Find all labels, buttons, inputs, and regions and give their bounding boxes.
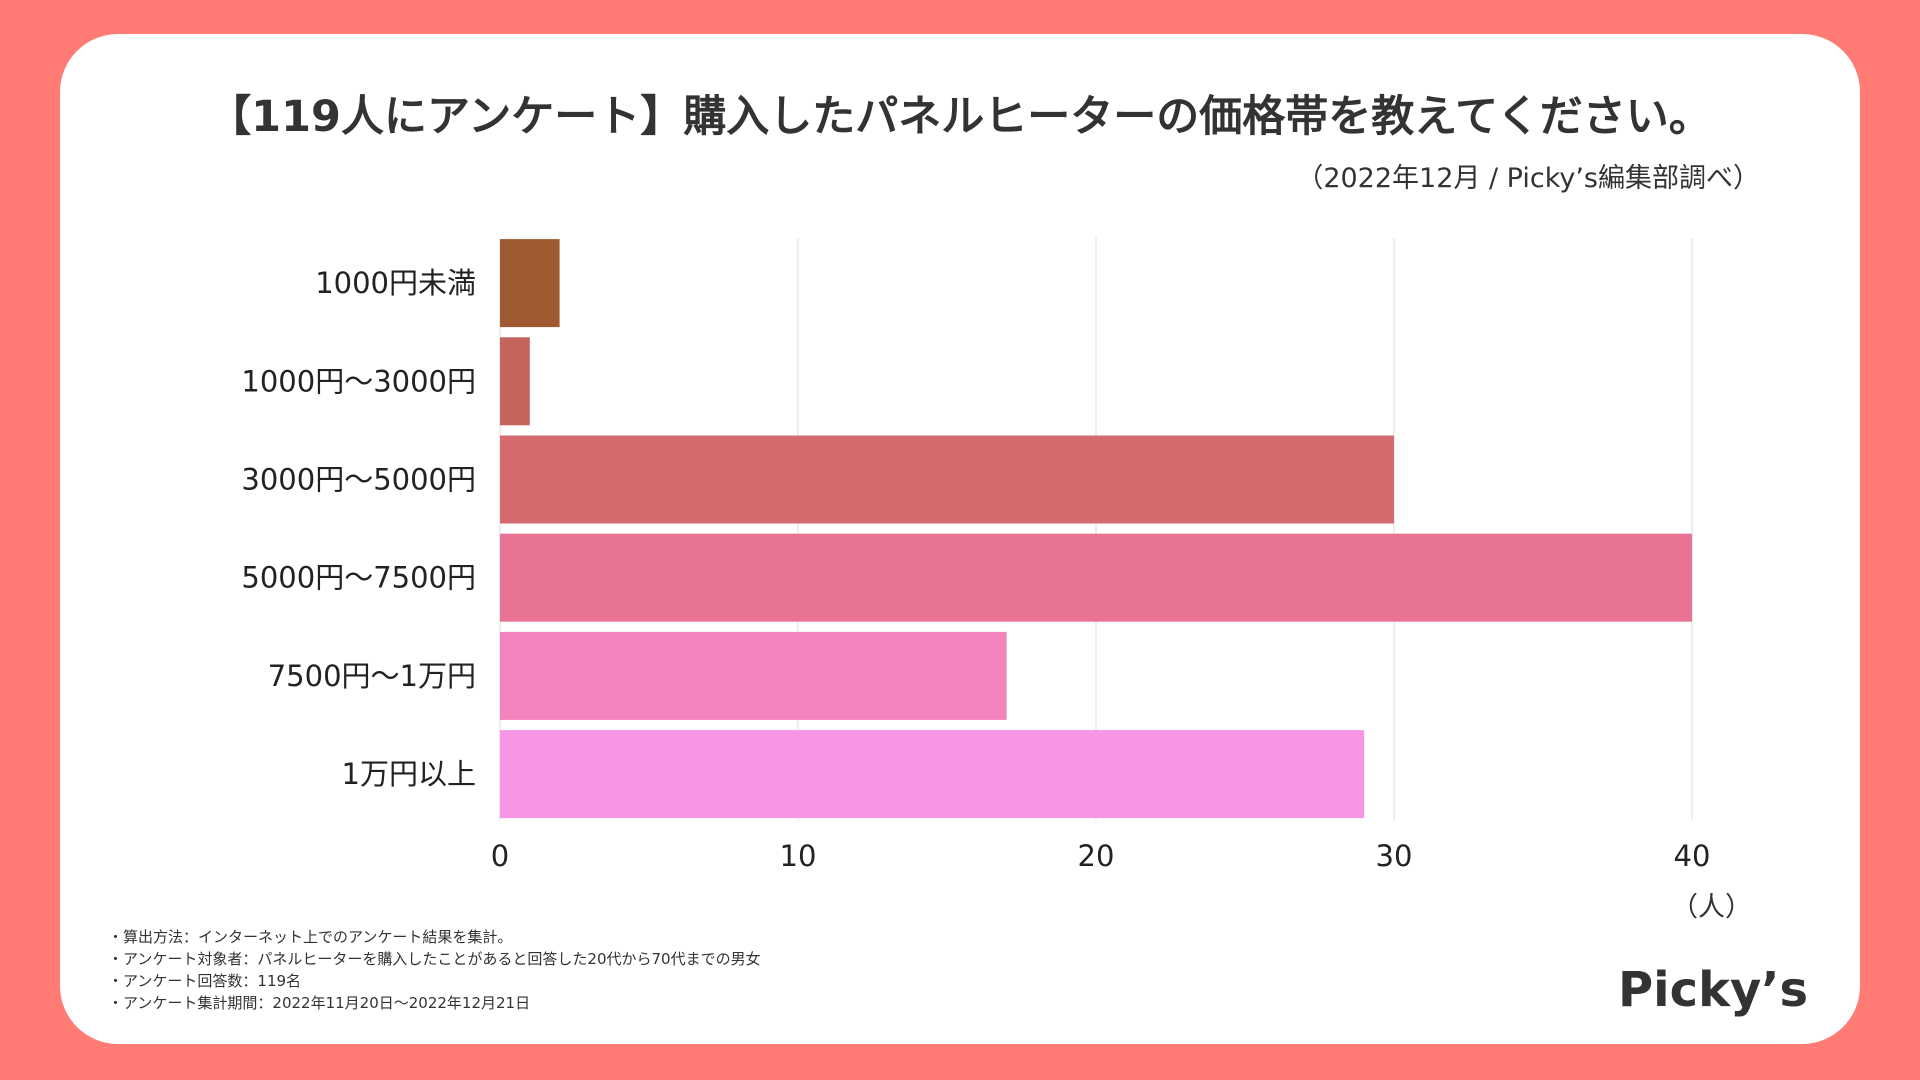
note-method: ・算出方法：インターネット上でのアンケート結果を集計。 (108, 928, 513, 946)
chart-subtitle: （2022年12月 / Picky’s編集部調べ） (1296, 163, 1760, 194)
bar-6 (500, 730, 1365, 819)
bar-4 (500, 533, 1692, 622)
category-labels: 1000円未満 1000円〜3000円 3000円〜5000円 5000円〜7500円… (241, 266, 476, 791)
bar-1 (500, 239, 560, 328)
bars (500, 239, 1692, 819)
note-count: ・アンケート回答数：119名 (108, 972, 302, 990)
category-label: 7500円〜1万円 (268, 659, 476, 693)
bar-3 (500, 435, 1394, 524)
survey-notes: ・算出方法：インターネット上でのアンケート結果を集計。 ・アンケート対象者：パネ… (108, 926, 761, 1014)
note-period: ・アンケート集計期間：2022年11月20日〜2022年12月21日 (108, 994, 531, 1012)
x-tick-label: 0 (491, 839, 509, 873)
x-tick-label: 40 (1674, 839, 1711, 873)
grid-lines (499, 238, 1693, 820)
category-label: 1000円〜3000円 (241, 364, 476, 398)
x-tick-label: 10 (780, 839, 817, 873)
x-axis-ticks: 0 10 20 30 40 (491, 839, 1711, 873)
x-tick-label: 30 (1376, 839, 1413, 873)
pickys-logo: Picky’s (1618, 962, 1809, 1018)
x-tick-label: 20 (1078, 839, 1115, 873)
category-label: 1万円以上 (342, 757, 476, 791)
category-label: 3000円〜5000円 (241, 463, 476, 497)
chart-title: 【119人にアンケート】購入したパネルヒーターの価格帯を教えてください。 (208, 92, 1712, 142)
note-target: ・アンケート対象者：パネルヒーターを購入したことがあると回答した20代から70代… (108, 950, 761, 968)
category-label: 5000円〜7500円 (241, 561, 476, 595)
bar-5 (500, 631, 1007, 720)
x-axis-label: （人） (1671, 892, 1752, 923)
bar-2 (500, 337, 530, 426)
category-label: 1000円未満 (315, 266, 476, 300)
